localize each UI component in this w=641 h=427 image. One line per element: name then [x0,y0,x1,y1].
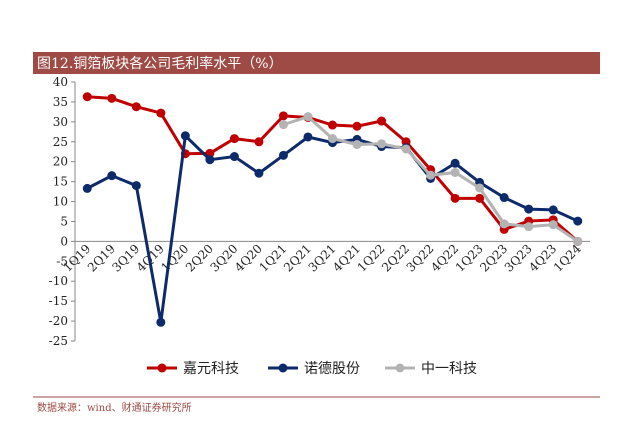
data-point [401,144,411,154]
y-tick-label: -15 [49,294,68,308]
y-tick-label: -5 [56,254,68,268]
data-point [573,216,583,226]
y-tick-label: 15 [53,175,68,189]
y-tick-label: 25 [53,135,68,149]
legend-label: 嘉元科技 [183,361,239,377]
data-point [82,92,92,102]
legend-marker [278,363,288,373]
y-tick-label: -20 [49,314,68,328]
chart-title: 图12.铜箔板块各公司毛利率水平（%） [37,55,283,72]
data-point [82,183,92,193]
legend-marker [157,363,167,373]
data-point [328,134,337,144]
data-point [156,317,166,327]
data-point [180,131,190,141]
data-point [303,112,313,122]
y-tick-label: 0 [60,234,68,248]
data-point [548,220,558,230]
data-point [352,121,362,131]
legend-label: 中一科技 [421,361,477,377]
legend-marker [395,363,405,373]
title-bar [33,52,600,74]
data-point [524,222,534,232]
data-point [205,155,215,165]
y-tick-label: 40 [53,75,68,89]
data-point [548,205,558,215]
data-point [131,102,141,112]
data-point [156,108,166,118]
data-point [107,171,117,181]
y-tick-label: -25 [49,334,68,348]
data-point [450,167,460,177]
data-point [278,150,288,160]
legend-label: 诺德股份 [304,361,360,377]
data-point [254,168,264,178]
data-point [131,181,141,191]
data-point [107,93,117,103]
data-point [475,183,485,193]
data-point [450,158,460,168]
data-point [229,152,239,162]
data-point [278,111,288,121]
data-point [377,139,387,149]
y-tick-label: 10 [53,195,68,209]
data-point [254,137,264,147]
data-point [229,134,239,144]
data-point [524,204,534,214]
y-tick-label: 30 [53,115,68,129]
data-point [426,170,436,180]
data-point [499,219,509,229]
data-point [278,120,288,130]
data-point [499,193,509,203]
y-tick-label: 20 [53,155,68,169]
y-tick-label: 35 [53,95,68,109]
data-point [573,236,583,246]
source-note: 数据来源：wind、财通证券研究所 [37,401,192,414]
y-tick-label: -10 [49,274,68,288]
data-point [303,132,313,142]
data-point [352,140,362,150]
data-point [377,116,387,126]
data-point [328,120,337,130]
data-point [475,193,485,203]
y-tick-label: 5 [60,214,68,228]
x-tick-label: 1Q24 [551,241,584,274]
data-point [450,193,460,203]
